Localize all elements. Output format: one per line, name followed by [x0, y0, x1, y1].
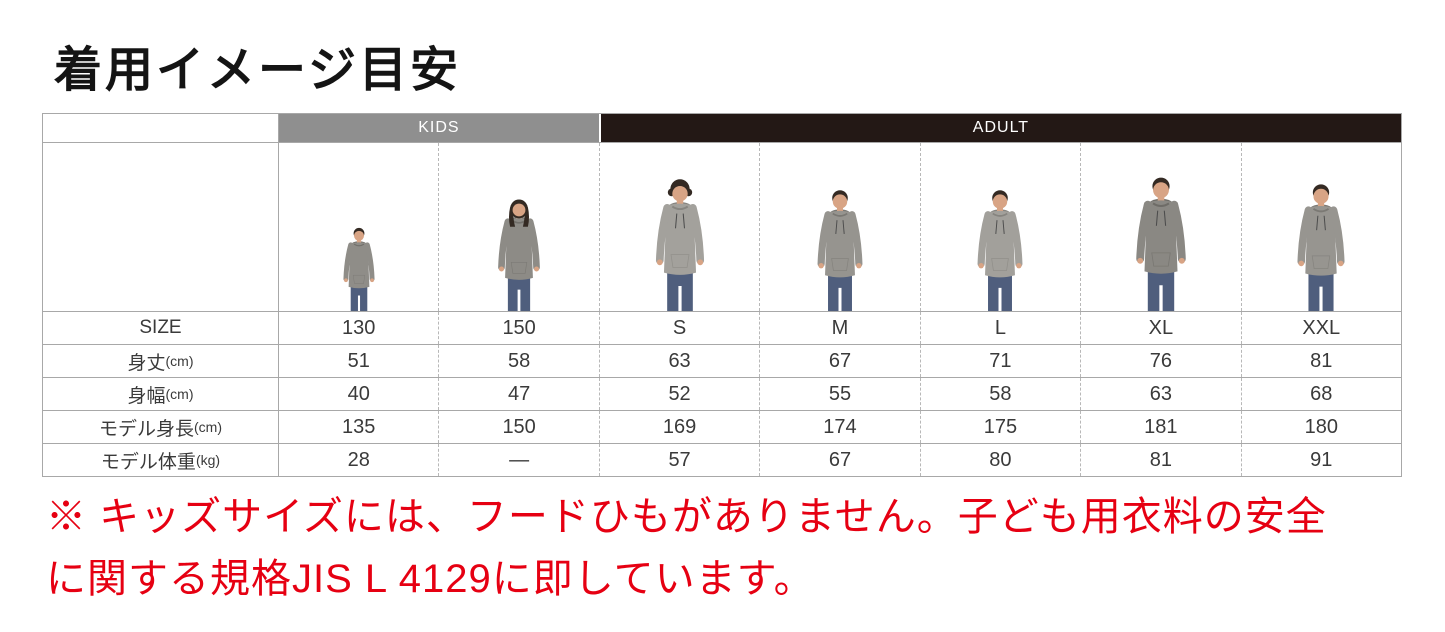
value-cell: 150 [438, 312, 598, 344]
value-cell: 52 [598, 378, 759, 410]
value-cell: 81 [1080, 444, 1240, 476]
value-cell: 47 [438, 378, 598, 410]
adult-header: ADULT [598, 114, 1401, 142]
table-row: モデル体重 (kg) 28—57 67 80 81 91 [43, 443, 1401, 476]
table-row: 身丈 (cm) 51 58 63 67 71 76 81 [43, 344, 1401, 377]
value-cell: 174 [759, 411, 919, 443]
value-cell: 40 [278, 378, 438, 410]
model-photo-row [43, 142, 1401, 311]
value-cell: S [598, 312, 759, 344]
value-cell: 68 [1240, 378, 1401, 410]
table-header-row: KIDS ADULT [43, 114, 1401, 142]
note-line: ※ キッズサイズには、フードひもがありません。子ども用衣料の安全 [46, 495, 1327, 539]
value-cell: 175 [919, 411, 1080, 443]
page-title: 着用イメージ目安 [54, 44, 462, 97]
value-cell: 28 [278, 444, 438, 476]
corner-cell [43, 114, 278, 142]
value-cell: L [919, 312, 1080, 344]
value-cell: 67 [759, 345, 919, 377]
row-label: SIZE [43, 312, 278, 344]
value-cell: 51 [278, 345, 438, 377]
value-cell: 76 [1080, 345, 1240, 377]
value-cell: — [438, 444, 598, 476]
value-cell: 180 [1240, 411, 1401, 443]
row-label: 身丈 (cm) [43, 345, 278, 377]
value-cell: 57 [598, 444, 759, 476]
size-note: ※ キッズサイズには、フードひもがありません。子ども用衣料の安全 に関する規格JI… [46, 486, 1426, 610]
value-cell: 58 [438, 345, 598, 377]
value-cell: M [759, 312, 919, 344]
value-cell: 67 [759, 444, 919, 476]
row-label-text: 身幅 [127, 385, 166, 407]
model-photo-xl [1080, 143, 1240, 311]
model-photo-130 [278, 143, 438, 311]
table-row: SIZE 130 150 S M L XL XXL [43, 311, 1401, 344]
model-photo-150 [438, 143, 598, 311]
photo-row-empty-cell [43, 143, 278, 311]
model-photo-s [598, 143, 759, 311]
row-label-unit: (cm) [194, 419, 222, 435]
value-cell: 71 [919, 345, 1080, 377]
value-cell: 55 [759, 378, 919, 410]
table-row: 身幅 (cm) 40 47 52 55 58 63 68 [43, 377, 1401, 410]
row-label: モデル身長 (cm) [43, 411, 278, 443]
value-cell: 81 [1240, 345, 1401, 377]
row-label-unit: (kg) [195, 452, 221, 468]
value-cell: 63 [598, 345, 759, 377]
size-table: KIDS ADULT SIZE 130 150 S M L XL XXL 身丈 (cm) 51 58 6… [42, 113, 1402, 477]
table-row: モデル身長 (cm) 135 150 169 174 175 181 180 [43, 410, 1401, 443]
note-line: に関する規格JIS L 4129に即しています。 [46, 557, 815, 601]
value-cell: 63 [1080, 378, 1240, 410]
value-cell: XL [1080, 312, 1240, 344]
row-label-unit: (cm) [165, 353, 194, 369]
value-cell: 91 [1240, 444, 1401, 476]
value-cell: 130 [278, 312, 438, 344]
kids-header: KIDS [278, 114, 599, 142]
value-cell: 58 [919, 378, 1080, 410]
model-photo-xxl [1240, 143, 1401, 311]
row-label-text: モデル身長 [98, 418, 194, 440]
model-photo-m [759, 143, 919, 311]
value-cell: 135 [278, 411, 438, 443]
row-label: 身幅 (cm) [43, 378, 278, 410]
row-label: モデル体重 (kg) [43, 444, 278, 476]
row-label-text: 身丈 [127, 352, 166, 374]
value-cell: 181 [1080, 411, 1240, 443]
row-label-text: SIZE [139, 317, 182, 338]
value-cell: 80 [919, 444, 1080, 476]
value-cell: 150 [438, 411, 598, 443]
row-label-unit: (cm) [165, 386, 194, 402]
model-photo-l [919, 143, 1080, 311]
row-label-text: モデル体重 [100, 451, 196, 473]
value-cell: 169 [598, 411, 759, 443]
value-cell: XXL [1240, 312, 1401, 344]
